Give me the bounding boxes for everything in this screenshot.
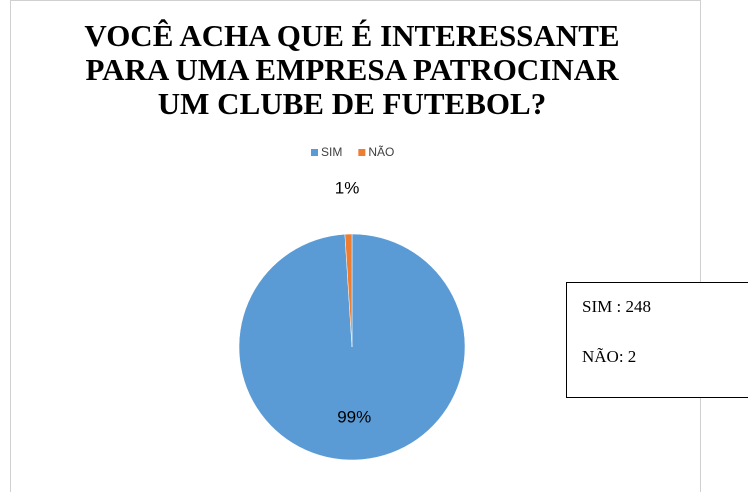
annotation: SIM : 248	[582, 297, 651, 316]
data-label: 99%	[337, 408, 371, 427]
annotation-box	[566, 282, 748, 398]
chart-title: UM CLUBE DE FUTEBOL?	[158, 86, 546, 121]
legend-label: NÃO	[368, 145, 394, 159]
legend-swatch	[311, 149, 318, 156]
chart-title: PARA UMA EMPRESA PATROCINAR	[85, 52, 619, 87]
legend-label: SIM	[321, 145, 342, 159]
legend-swatch	[358, 149, 366, 156]
chart-title: VOCÊ ACHA QUE É INTERESSANTE	[84, 18, 619, 53]
data-label: 1%	[335, 178, 360, 197]
annotation: NÃO: 2	[582, 347, 636, 366]
pie-slice	[344, 233, 353, 348]
